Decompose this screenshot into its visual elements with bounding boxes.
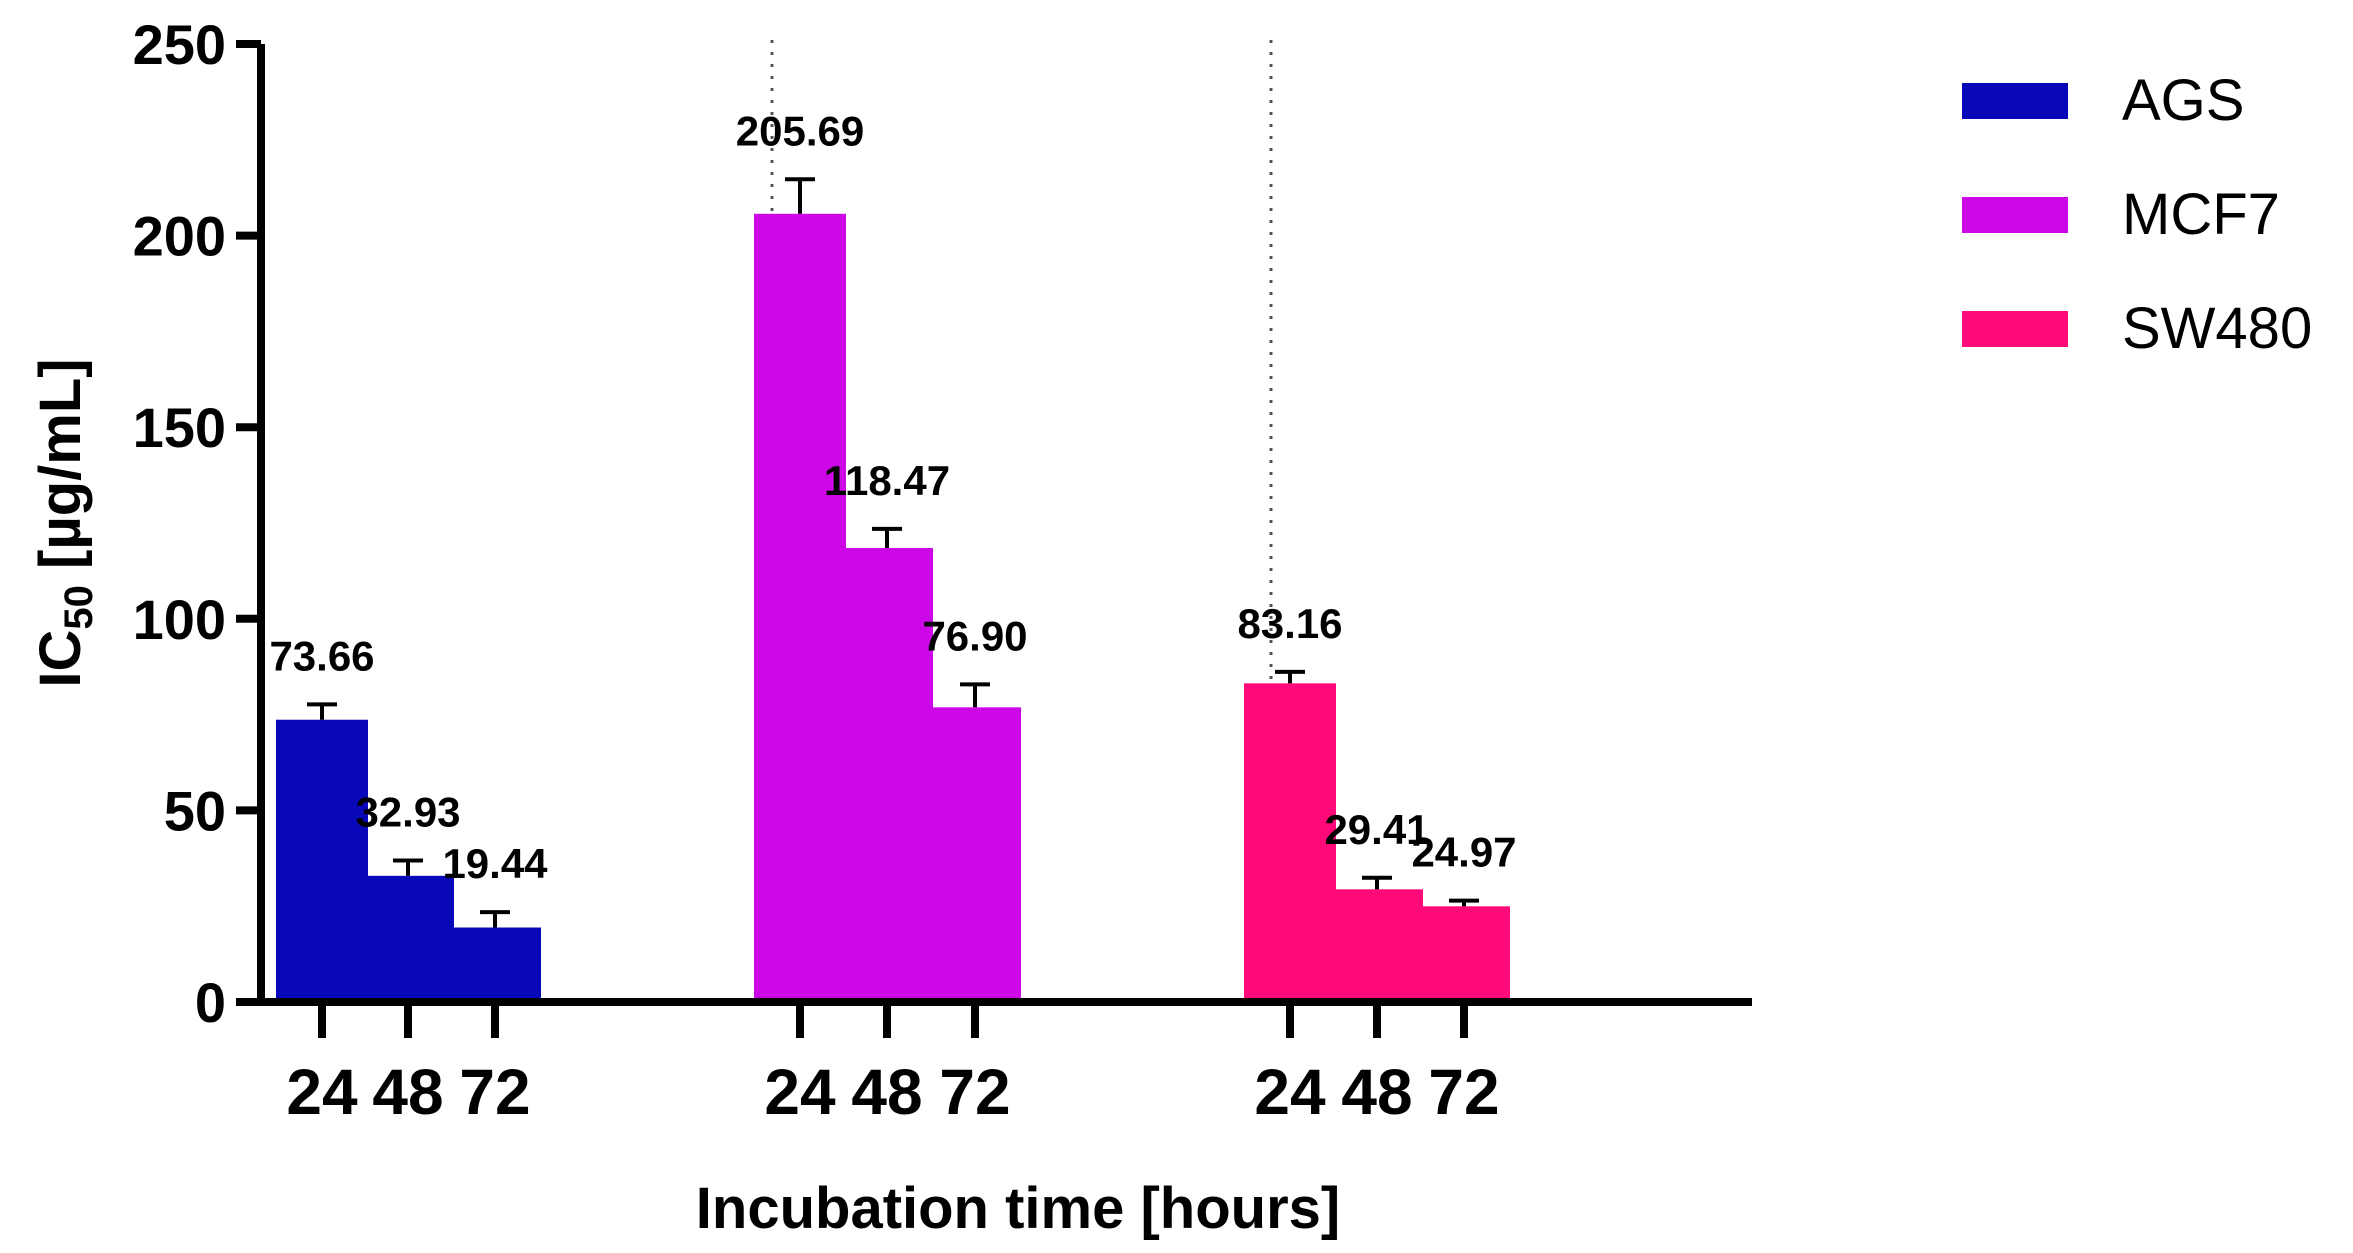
bar-ags-48 xyxy=(362,875,454,1002)
data-label-ags-72: 19.44 xyxy=(442,840,548,887)
data-label-sw480-48: 29.41 xyxy=(1324,806,1429,853)
data-labels: 73.66 32.93 19.44 205.69 118.47 76.90 83.16 29.… xyxy=(269,107,1516,887)
y-axis-title-main: IC xyxy=(28,630,93,688)
data-label-mcf7-24: 205.69 xyxy=(736,107,864,154)
x-tick-label-ags-72: 72 xyxy=(459,1056,530,1128)
y-axis-title-unit: [µg/mL] xyxy=(28,358,93,585)
legend-swatch-sw480 xyxy=(1962,311,2068,347)
data-label-mcf7-72: 76.90 xyxy=(922,612,1027,659)
bar-mcf7-24 xyxy=(754,213,846,1003)
bar-ags-72 xyxy=(449,927,541,1002)
bar-sw480-72 xyxy=(1418,906,1510,1002)
data-label-sw480-24: 83.16 xyxy=(1237,600,1342,647)
x-tick-label-sw480-48: 48 xyxy=(1341,1056,1412,1128)
bar-mcf7-72 xyxy=(929,707,1021,1002)
x-ticks: 24 48 72 24 48 72 24 48 72 xyxy=(286,1002,1500,1128)
y-tick-label-100: 100 xyxy=(133,588,226,651)
y-tick-label-250: 250 xyxy=(133,13,226,76)
x-tick-label-ags-24: 24 xyxy=(286,1056,358,1128)
y-axis-title-subscript: 50 xyxy=(57,585,101,630)
y-tick-label-200: 200 xyxy=(133,205,226,268)
x-tick-label-mcf7-24: 24 xyxy=(764,1056,836,1128)
legend-swatch-ags xyxy=(1962,83,2068,119)
bar-sw480-24 xyxy=(1244,683,1336,1002)
legend: AGS MCF7 SW480 xyxy=(1962,68,2312,361)
x-tick-label-sw480-24: 24 xyxy=(1254,1056,1326,1128)
x-tick-label-ags-48: 48 xyxy=(372,1056,443,1128)
x-axis-title: Incubation time [hours] xyxy=(696,1176,1340,1241)
legend-label-sw480: SW480 xyxy=(2122,296,2312,361)
bars-layer xyxy=(276,177,1510,1003)
y-ticks: 0 50 100 150 200 250 xyxy=(133,13,261,1034)
bar-ags-24 xyxy=(276,719,368,1002)
axes xyxy=(257,44,1752,1006)
x-tick-label-mcf7-72: 72 xyxy=(939,1056,1010,1128)
y-axis-title: IC50 [µg/mL] xyxy=(28,358,101,687)
y-tick-label-0: 0 xyxy=(195,971,226,1034)
y-tick-label-150: 150 xyxy=(133,396,226,459)
data-label-sw480-72: 24.97 xyxy=(1411,829,1516,876)
data-label-ags-24: 73.66 xyxy=(269,632,374,679)
bar-mcf7-48 xyxy=(841,548,933,1002)
y-tick-label-50: 50 xyxy=(164,779,226,842)
legend-label-ags: AGS xyxy=(2122,68,2245,133)
data-label-mcf7-48: 118.47 xyxy=(824,457,950,504)
legend-swatch-mcf7 xyxy=(1962,197,2068,233)
x-tick-label-mcf7-48: 48 xyxy=(851,1056,922,1128)
x-tick-label-sw480-72: 72 xyxy=(1428,1056,1499,1128)
data-label-ags-48: 32.93 xyxy=(355,788,460,835)
legend-label-mcf7: MCF7 xyxy=(2122,182,2280,247)
bar-sw480-48 xyxy=(1331,889,1423,1002)
